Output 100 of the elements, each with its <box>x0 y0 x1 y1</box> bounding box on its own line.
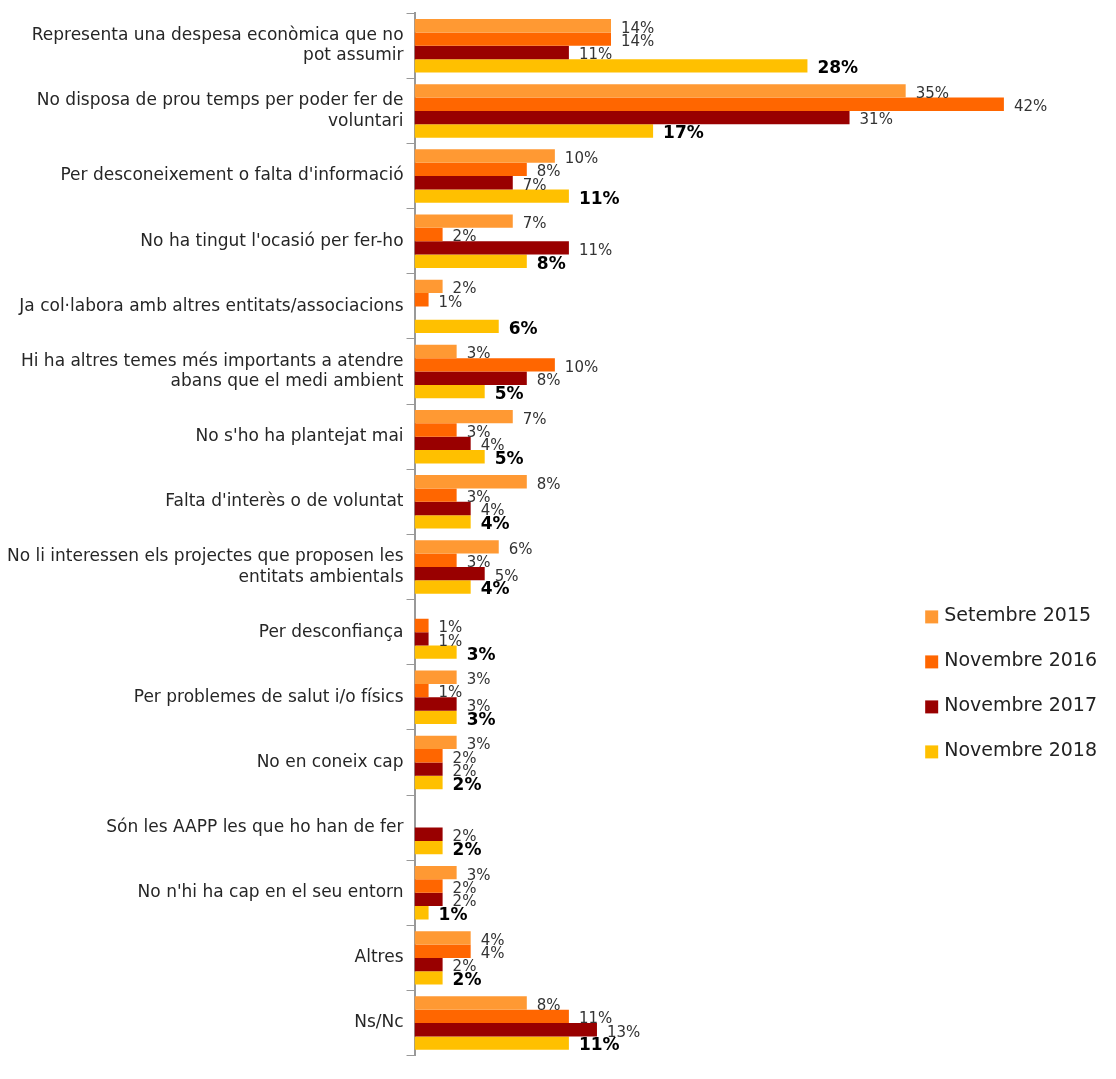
data-label: 11% <box>578 187 620 208</box>
bar <box>414 710 457 724</box>
bar <box>414 697 457 711</box>
bar <box>414 162 527 177</box>
data-label: 42% <box>1013 97 1048 116</box>
bar <box>414 371 527 385</box>
bar <box>414 149 555 163</box>
bar <box>414 293 429 307</box>
bar <box>414 1036 569 1050</box>
y-tick-label: Representa una despesa econòmica que no pot assumir <box>31 24 404 65</box>
bar <box>414 124 654 138</box>
bar <box>414 971 443 985</box>
data-label: 31% <box>859 110 893 129</box>
legend-label: Novembre 2016 <box>944 648 1098 671</box>
data-label: 8% <box>536 252 566 273</box>
y-tick-label: No disposa de prou temps per poder fer de voluntari <box>36 89 404 130</box>
data-label: 3% <box>466 670 491 689</box>
data-label: 17% <box>663 122 704 143</box>
bar <box>414 827 443 841</box>
y-tick-label: No ha tingut l'ocasió per fer-ho <box>140 229 404 250</box>
bar <box>414 488 457 502</box>
bar <box>414 254 527 268</box>
legend-label: Setembre 2015 <box>944 603 1092 626</box>
data-label: 8% <box>536 371 561 390</box>
bar <box>414 580 471 594</box>
bar <box>414 110 850 125</box>
bar <box>414 450 485 464</box>
data-label: 3% <box>466 553 491 572</box>
y-tick-label: Falta d'interès o de voluntat <box>165 490 404 511</box>
data-label: 11% <box>578 45 613 64</box>
bar <box>414 996 527 1010</box>
y-tick-label: Per desconfiança <box>258 620 404 641</box>
bar <box>414 423 457 437</box>
data-label: 2% <box>452 227 477 246</box>
bar <box>414 540 499 554</box>
bar <box>414 358 555 372</box>
bar <box>414 566 485 581</box>
bar <box>414 645 457 659</box>
bar <box>414 409 513 424</box>
data-label: 3% <box>466 643 496 664</box>
legend-label: Novembre 2017 <box>944 693 1098 716</box>
data-label: 35% <box>915 83 950 102</box>
bar <box>414 866 457 880</box>
legend-label: Novembre 2018 <box>944 738 1098 761</box>
y-tick-label: Per desconeixement o falta d'informació <box>60 164 404 185</box>
y-tick-label: Hi ha altres temes més importants a atendre abans que el medi ambient <box>20 349 404 391</box>
bar <box>414 553 457 567</box>
bar <box>414 32 611 46</box>
bar <box>414 45 569 60</box>
bar <box>414 319 499 334</box>
y-tick-label: Ns/Nc <box>354 1011 404 1032</box>
bar <box>414 632 429 646</box>
data-label: 1% <box>438 683 463 702</box>
data-label: 10% <box>564 357 599 376</box>
y-tick-label: Altres <box>354 946 404 967</box>
data-label: 5% <box>494 382 524 403</box>
bar <box>414 214 513 228</box>
bar <box>414 683 429 698</box>
y-tick-label: Ja col·labora amb altres entitats/associacions <box>18 294 404 315</box>
bar <box>414 944 471 958</box>
bar <box>414 344 457 359</box>
y-tick-label: No li interessen els projectes que proposen les entitats ambientals <box>7 545 404 586</box>
bar <box>414 19 611 33</box>
data-label: 7% <box>522 214 547 233</box>
bar <box>414 762 443 776</box>
data-label: 6% <box>508 317 538 338</box>
bar <box>414 384 485 399</box>
bar <box>414 957 443 972</box>
bar <box>414 97 1004 111</box>
bar <box>414 670 457 684</box>
bar <box>414 84 906 98</box>
bar <box>414 892 443 907</box>
bar <box>414 879 443 893</box>
data-label: 10% <box>564 148 599 167</box>
bar <box>414 189 569 203</box>
y-tick-label: No en coneix cap <box>256 750 404 771</box>
bar <box>414 931 471 945</box>
bar <box>414 749 443 763</box>
data-label: 8% <box>536 995 561 1014</box>
y-tick-label: No s'ho ha plantejat mai <box>195 425 404 446</box>
bar <box>414 618 429 633</box>
data-label: 11% <box>578 240 613 259</box>
bar <box>414 1023 597 1037</box>
bar <box>414 735 457 750</box>
bar <box>414 775 443 790</box>
bar <box>414 1009 569 1024</box>
bar <box>414 906 429 920</box>
bar <box>414 515 471 529</box>
bar <box>414 59 808 73</box>
bar <box>414 227 443 242</box>
y-tick-label: No n'hi ha cap en el seu entorn <box>137 881 404 902</box>
y-tick-label: Són les AAPP les que ho han de fer <box>106 816 404 836</box>
data-label: 3% <box>466 344 491 363</box>
bar <box>414 840 443 855</box>
data-label: 8% <box>536 474 561 493</box>
data-label: 28% <box>817 57 859 78</box>
y-tick-label: Per problemes de salut i/o físics <box>133 685 404 706</box>
data-label: 6% <box>508 539 533 558</box>
bar <box>414 475 527 489</box>
bar <box>414 176 513 190</box>
